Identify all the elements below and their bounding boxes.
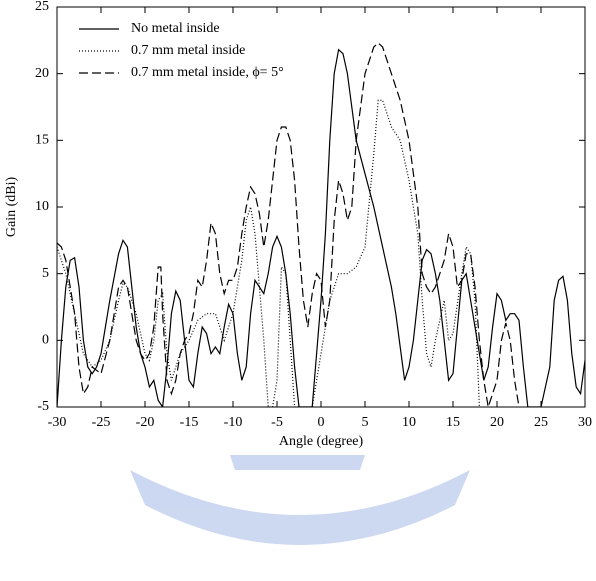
x-tick-label: 5 [362, 415, 369, 430]
y-tick-label: -5 [37, 399, 49, 414]
y-axis-label: Gain (dBi) [4, 177, 19, 238]
y-tick-label: 5 [42, 266, 49, 281]
series-line [57, 99, 480, 407]
y-tick-label: 10 [35, 199, 49, 214]
legend: No metal inside 0.7 mm metal inside 0.7 mm… [79, 21, 284, 80]
y-tick-label: 15 [35, 133, 49, 148]
x-tick-label: -15 [180, 415, 199, 430]
x-tick-label: 15 [446, 415, 460, 430]
x-tick-label: -20 [136, 415, 155, 430]
y-tick-label: 25 [35, 0, 49, 14]
x-tick-label: 0 [318, 415, 325, 430]
legend-label: 0.7 mm metal inside, ϕ= 5° [131, 65, 284, 80]
series-line [57, 42, 520, 407]
x-tick-label: 30 [578, 415, 592, 430]
x-axis-label: Angle (degree) [279, 434, 364, 449]
watermark [130, 455, 470, 545]
x-tick-label: -10 [224, 415, 243, 430]
x-tick-label: 10 [402, 415, 416, 430]
x-tick-label: -25 [92, 415, 111, 430]
series-line [57, 48, 585, 407]
x-tick-label: 20 [490, 415, 504, 430]
x-tick-label: 25 [534, 415, 548, 430]
x-tick-label: -5 [271, 415, 283, 430]
y-tick-label: 20 [35, 66, 49, 81]
x-tick-label: -30 [48, 415, 67, 430]
legend-label: No metal inside [131, 21, 220, 36]
y-tick-label: 0 [42, 333, 49, 348]
legend-label: 0.7 mm metal inside [131, 43, 245, 58]
